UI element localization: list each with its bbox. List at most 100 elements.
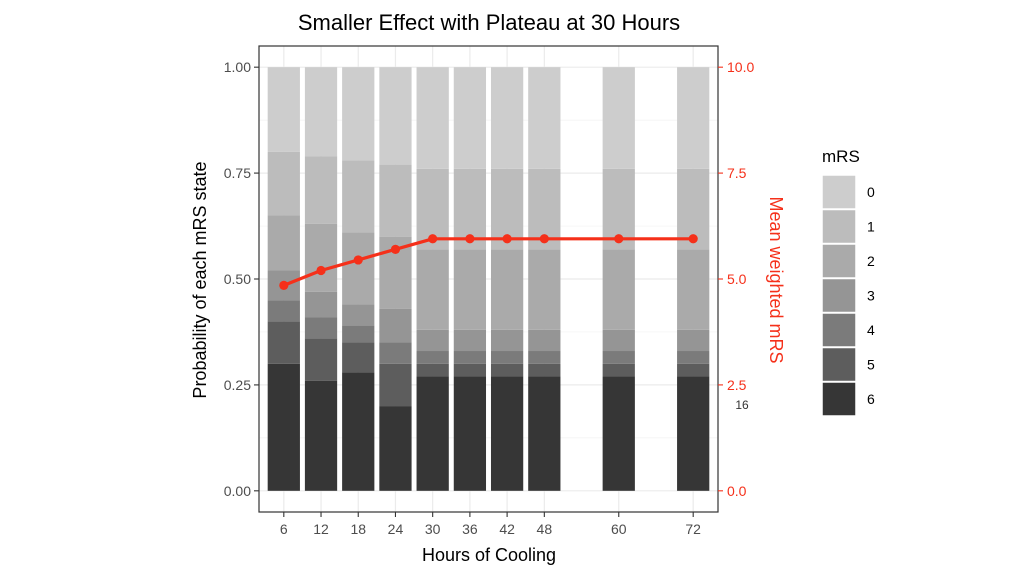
- y-tick-label: 1.00: [224, 59, 251, 75]
- bar-segment-mrs-1: [379, 164, 412, 237]
- bar-segment-mrs-0: [602, 67, 635, 169]
- mean-point: [614, 234, 624, 244]
- legend-key-mrs-3: [821, 277, 857, 314]
- bar-stack-60h: [602, 67, 635, 491]
- mean-point: [279, 280, 289, 290]
- x-tick-label: 60: [611, 521, 627, 537]
- mean-point: [428, 234, 438, 244]
- y2-tick-label: 0.0: [727, 483, 747, 499]
- mean-point: [502, 234, 512, 244]
- bar-segment-mrs-6: [304, 380, 338, 491]
- legend-key-mrs-6: [821, 381, 857, 417]
- bar-segment-mrs-6: [677, 376, 710, 491]
- bar-segment-mrs-4: [379, 342, 412, 364]
- bar-segment-mrs-0: [267, 67, 300, 152]
- bar-stack-12h: [304, 67, 338, 491]
- bar-segment-mrs-5: [602, 363, 635, 377]
- legend-label: 4: [867, 322, 875, 338]
- x-tick-label: 30: [425, 521, 441, 537]
- bar-segment-mrs-4: [416, 351, 449, 364]
- bar-segment-mrs-6: [379, 406, 412, 491]
- bar-segment-mrs-4: [602, 351, 635, 364]
- legend-label: 1: [867, 219, 875, 235]
- x-tick-label: 72: [685, 521, 701, 537]
- bar-segment-mrs-4: [304, 317, 338, 339]
- bar-segment-mrs-5: [342, 342, 375, 373]
- bar-segment-mrs-2: [602, 249, 635, 330]
- mean-point: [316, 265, 326, 276]
- bar-segment-mrs-1: [342, 160, 375, 233]
- legend-key-mrs-2: [821, 243, 857, 279]
- legend-key-mrs-0: [821, 174, 857, 210]
- y2-tick-label: 2.5: [727, 377, 747, 393]
- bar-segment-mrs-1: [304, 156, 338, 224]
- bar-segment-mrs-2: [416, 249, 449, 330]
- y-tick-label: 0.00: [224, 483, 251, 499]
- bar-segment-mrs-4: [342, 325, 375, 343]
- legend-label: 3: [867, 288, 875, 304]
- legend-item-2: 2: [821, 243, 875, 279]
- bar-segment-mrs-2: [304, 223, 338, 292]
- bar-segment-mrs-6: [267, 363, 300, 491]
- bar-segment-mrs-2: [453, 249, 487, 330]
- bar-segment-mrs-2: [677, 249, 710, 330]
- axes: 0.00 0.25 0.50 0.75 1.00 0.0 2.5 5.0 7.5 10.0 6 12 1…: [224, 45, 754, 537]
- mean-point: [390, 244, 401, 254]
- bar-segment-mrs-5: [379, 363, 412, 407]
- bar-segment-mrs-2: [267, 215, 300, 271]
- bar-segment-mrs-4: [453, 351, 487, 364]
- bar-segment-mrs-5: [304, 338, 338, 381]
- bar-segment-mrs-2: [342, 232, 375, 305]
- bar-segment-mrs-5: [453, 363, 487, 377]
- legend-label: 5: [867, 357, 875, 373]
- legend-key-mrs-5: [821, 346, 857, 383]
- bar-stack-72h: [677, 67, 710, 491]
- bar-segment-mrs-5: [528, 363, 561, 377]
- bar-stack-36h: [453, 67, 487, 491]
- bar-segment-mrs-5: [416, 363, 449, 377]
- legend-item-4: 4: [821, 312, 875, 348]
- bar-segment-mrs-3: [528, 329, 561, 352]
- bar-segment-mrs-6: [602, 376, 635, 491]
- legend-item-3: 3: [821, 277, 875, 314]
- legend-item-6: 6: [821, 381, 875, 417]
- annotations: 16: [735, 398, 749, 412]
- bar-segment-mrs-3: [453, 329, 487, 352]
- legend-key-mrs-4: [821, 312, 857, 348]
- legend-label: 6: [867, 391, 875, 407]
- legend: mRS 0 1 2 3 4 5 6: [821, 147, 875, 417]
- mean-weighted-mrs-line: [283, 237, 694, 287]
- bar-segment-mrs-3: [490, 329, 524, 352]
- bar-stack-24h: [379, 67, 412, 491]
- mean-point: [688, 234, 698, 244]
- bar-segment-mrs-3: [379, 308, 412, 343]
- x-tick-label: 6: [280, 521, 288, 537]
- bar-segment-mrs-0: [490, 67, 524, 169]
- x-tick-label: 24: [388, 521, 404, 537]
- bar-segment-mrs-4: [528, 351, 561, 364]
- legend-item-0: 0: [821, 174, 875, 210]
- y-tick-label: 0.25: [224, 377, 251, 393]
- bars: [267, 67, 710, 491]
- legend-key-mrs-1: [821, 208, 857, 245]
- bar-segment-mrs-4: [267, 300, 300, 322]
- chart-title: Smaller Effect with Plateau at 30 Hours: [298, 10, 680, 35]
- x-tick-label: 48: [537, 521, 553, 537]
- mean-line: [279, 234, 698, 290]
- bar-segment-mrs-5: [267, 321, 300, 364]
- bar-segment-mrs-3: [602, 329, 635, 352]
- annotation-label: 16: [735, 398, 749, 412]
- bar-segment-mrs-4: [677, 351, 710, 364]
- x-tick-label: 18: [350, 521, 366, 537]
- bar-segment-mrs-0: [453, 67, 487, 169]
- legend-label: 0: [867, 184, 875, 200]
- bar-stack-48h: [528, 67, 561, 491]
- bar-segment-mrs-6: [528, 376, 561, 491]
- bar-segment-mrs-3: [416, 329, 449, 352]
- legend-title: mRS: [822, 147, 860, 166]
- bar-segment-mrs-5: [490, 363, 524, 377]
- bar-segment-mrs-0: [528, 67, 561, 169]
- x-tick-label: 42: [499, 521, 515, 537]
